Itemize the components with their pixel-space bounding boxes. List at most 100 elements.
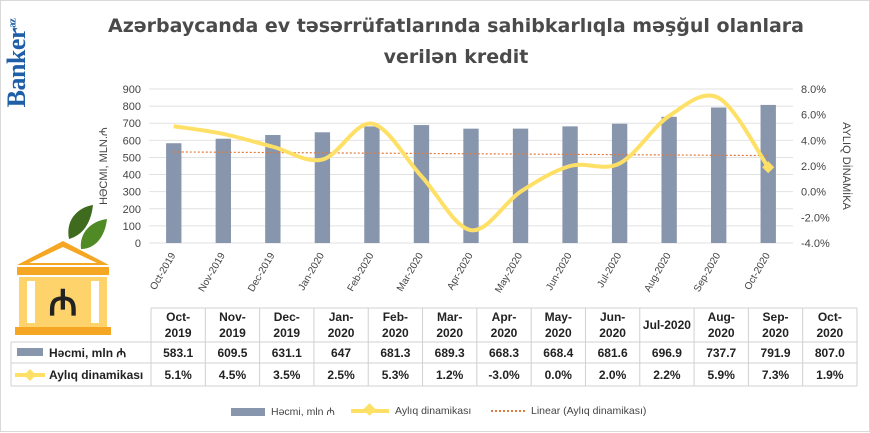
x-tick-label: Nov-2019 [197,251,228,294]
table-cell: 696.9 [652,346,682,360]
x-tick-label: Oct-2020 [743,251,773,293]
bar [760,104,776,243]
table-cell: 609.5 [217,346,247,360]
table-cell: 2.0% [599,368,627,382]
table-header: 2020 [382,326,409,340]
y2-axis-label: AYLIQ DİNAMİKA [840,122,853,210]
y-tick-label: 100 [123,221,141,233]
legend-swatch-line [351,409,389,413]
table-cell: 681.3 [380,346,410,360]
y-tick-label: 300 [123,187,141,199]
table-cell: 668.3 [489,346,519,360]
x-tick-label: Oct-2019 [148,251,178,293]
line-marker [762,161,775,174]
table-cell: 2.5% [327,368,355,382]
table-cell: 647 [331,346,351,360]
table-header: Oct- [818,310,842,324]
y2-tick-label: -2.0% [801,212,830,224]
y-axis-label: HƏCMI, MLN.₼ [98,127,110,205]
y2-tick-label: -4.0% [801,238,830,250]
x-tick-label: Apr-2020 [446,251,476,293]
y2-tick-label: 8.0% [801,84,826,96]
table-cell: 737.7 [706,346,736,360]
table-header: Apr- [492,310,517,324]
chart-title: Azərbaycanda ev təsərrüfatlarında sahibk… [101,11,811,73]
x-tick-label: Dec-2019 [246,251,277,294]
bar [166,143,182,243]
bar [611,123,628,243]
legend-label-trend: Linear (Aylıq dinamikası) [531,405,647,417]
x-tick-label: Jun-2020 [544,251,575,293]
bank-building-manat-icon: ₼ [15,205,111,335]
table-cell: 5.3% [382,368,410,382]
table-header: 2019 [219,326,246,340]
table-header: 2020 [436,326,463,340]
table-header: 2020 [599,326,626,340]
table-header: Jan- [329,310,354,324]
y2-tick-label: 6.0% [801,110,826,122]
table-header: Oct- [166,310,190,324]
table-header: Sep- [763,310,789,324]
table-header: Aug- [708,310,735,324]
table-header: Dec- [274,310,300,324]
bar [413,125,430,243]
y-tick-label: 900 [123,84,141,96]
bar [364,126,380,243]
title-line-1: Azərbaycanda ev təsərrüfatlarında sahibk… [107,15,804,37]
table-cell: 681.6 [598,346,628,360]
legend-item-trend: Linear (Aylıq dinamikası) [491,405,646,417]
x-tick-label: Mar-2020 [395,251,426,294]
legend-swatch-bars [231,408,265,416]
table-cell: 807.0 [815,346,845,360]
x-tick-label: Jan-2020 [297,251,328,293]
table-header: Mar- [437,310,462,324]
y-tick-label: 0 [135,238,141,250]
leaf-icon [80,219,107,249]
table-cell: 0.0% [545,368,573,382]
table-cell: 7.3% [762,368,790,382]
x-tick-label: Jul-2020 [596,251,625,290]
table-header: 2020 [762,326,789,340]
bar [661,116,677,243]
bar [265,135,281,243]
bar [314,132,331,243]
bar [215,138,231,243]
table-swatch-bars [17,348,43,356]
bar [711,107,727,244]
table-cell: 2.2% [653,368,681,382]
trendline [173,151,769,157]
legend-swatch-trend [491,410,525,412]
y-tick-label: 600 [123,135,141,147]
y2-tick-label: 4.0% [801,135,826,147]
table-header: Jun- [600,310,625,324]
chart-legend: Həcmi, mln ₼ Aylıq dinamikası Linear (Ay… [201,401,721,421]
x-tick-label: May-2020 [493,251,525,295]
y-tick-label: 700 [123,118,141,130]
table-cell: 1.2% [436,368,464,382]
leaf-icon [68,205,93,239]
table-header: 2020 [491,326,518,340]
table-cell: -3.0% [488,368,520,382]
legend-item-bars: Həcmi, mln ₼ [231,405,335,419]
x-tick-label: Feb-2020 [346,251,377,294]
y-tick-label: 800 [123,101,141,113]
table-header: 2020 [545,326,572,340]
table-cell: 1.9% [816,368,844,382]
table-cell: 5.1% [164,368,192,382]
y2-tick-label: 0.0% [801,187,826,199]
table-cell: 689.3 [435,346,465,360]
legend-item-line: Aylıq dinamikası [351,405,471,417]
table-header: Nov- [219,310,246,324]
y-tick-label: 500 [123,152,141,164]
bar [512,128,529,243]
y-tick-label: 200 [123,204,141,216]
table-cell: 5.9% [708,368,736,382]
table-header: 2020 [816,326,843,340]
series-line [173,93,770,233]
x-tick-label: Aug-2020 [643,251,674,294]
table-header: 2020 [708,326,735,340]
table-header: 2019 [165,326,192,340]
table-cell: 583.1 [163,346,193,360]
